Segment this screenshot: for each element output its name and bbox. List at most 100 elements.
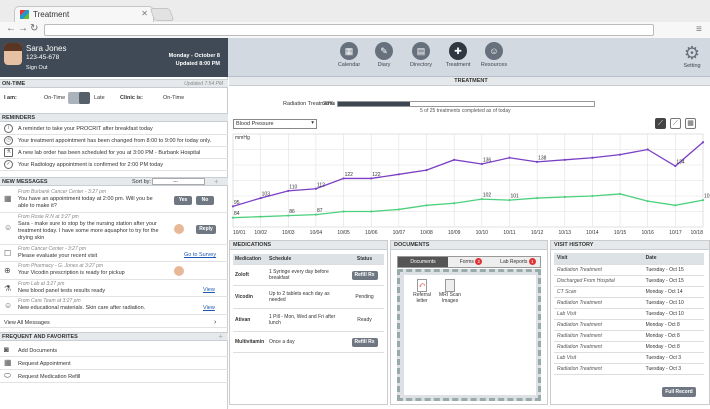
back-icon[interactable]: ← [6,23,16,34]
nav-directory[interactable]: ▤ Directory [401,42,441,68]
add-icon[interactable]: + [218,332,223,341]
view-link[interactable]: View [203,287,215,293]
table-row[interactable]: Radiation Treatment Monday - Oct 8 [554,330,704,342]
metric-select[interactable]: Blood Pressure ▾ [233,119,317,129]
reminder-item[interactable]: ◷ Your treatment appointment has been cha… [0,135,228,147]
nav-diary[interactable]: ✎ Diary [364,42,404,68]
pencil-icon: ✎ [375,42,393,60]
reminder-item[interactable]: i A reminder to take your PROCRIT after b… [0,123,228,135]
data-point [674,204,677,207]
patient-panel: Sara Jones 123-45-678 Sign Out Monday - … [0,38,228,77]
tab-documents[interactable]: Documents [398,257,448,267]
message-item[interactable]: ☺ From Rosie R.N at 3:27 pm Sara - make … [0,213,228,245]
message-from: From Burbank Cancer Center - 3:27 pm [18,189,107,195]
reload-icon[interactable]: ↻ [30,23,39,34]
no-button[interactable]: No [196,196,214,205]
plus-icon: ✚ [449,42,467,60]
medication-name: Ativan [233,308,267,332]
document-dropzone[interactable]: ⤺ Referral letter MRI Scan Images [397,269,541,401]
data-point [231,216,235,219]
x-tick-label: 10/02 [254,230,267,236]
yes-button[interactable]: Yes [174,196,192,205]
area-chart-icon[interactable]: ⟋ [670,118,681,129]
data-point [425,169,428,172]
patient-id: 123-45-678 [26,54,60,61]
refill-button[interactable]: Refill Rx [351,270,378,280]
visit-date: Tuesday - Oct 15 [642,275,704,287]
message-item[interactable]: ☐ From Cancer Center - 3:27 pm Please ev… [0,245,228,262]
data-point [536,196,539,200]
message-item[interactable]: ☺ From Care Team at 3:27 pm New educatio… [0,297,228,315]
full-record-button[interactable]: Full Record [662,387,696,397]
data-point [314,213,318,216]
data-point [563,195,566,199]
table-row[interactable]: Radiation Treatment Tuesday - Oct 10 [554,297,704,309]
table-row[interactable]: CT Scan Monday - Oct 14 [554,286,704,298]
add-documents-item[interactable]: ◙ Add Documents [0,344,228,357]
data-point [397,208,400,211]
table-row[interactable]: Lab Visit Tuesday - Oct 10 [554,308,704,320]
file-name: Referral letter [413,292,431,304]
request-appointment-item[interactable]: ▦ Request Appointment [0,357,228,370]
line-chart-icon[interactable]: ⟋ [655,118,666,129]
sort-select[interactable]: --- [152,178,205,185]
table-view-icon[interactable]: ▦ [685,118,696,129]
data-point [370,177,373,180]
table-row[interactable]: Radiation Treatment Tuesday - Oct 15 [554,264,704,276]
survey-link[interactable]: Go to Survey [184,252,217,258]
table-row[interactable]: Radiation Treatment Monday - Oct 8 [554,319,704,331]
late-option[interactable]: Late [94,95,105,101]
message-text: You have an appointment today at 2:00 pm… [18,196,153,209]
url-bar[interactable] [44,24,654,36]
reminder-item[interactable]: ✓ Your Radiology appointment is confirmed… [0,159,228,171]
avatar [174,224,184,234]
visit-history-table: Visit Date Radiation Treatment Tuesday - O… [554,253,704,375]
data-point [701,199,705,202]
ontime-option[interactable]: On-Time [44,95,66,101]
x-tick-label: 10/14 [586,230,599,236]
view-link[interactable]: View [203,305,215,311]
reply-button[interactable]: Reply [196,225,216,234]
browser-tab[interactable]: Treatment ✕ [14,6,154,22]
close-tab-icon[interactable]: ✕ [141,9,148,18]
nav-calendar[interactable]: ▦ Calendar [329,42,369,68]
nurse-icon: ☺ [4,223,13,232]
reminder-text: A reminder to take your PROCRIT after br… [18,126,153,132]
tab-lab-reports[interactable]: Lab Reports 1 [494,257,542,267]
refill-button[interactable]: Refill Rx [351,337,378,347]
new-tab-button[interactable] [149,8,175,21]
data-label: 112 [317,182,325,188]
ontime-toggle[interactable] [68,92,90,104]
data-label: 102 [483,193,492,199]
section-title: TREATMENT [454,78,488,84]
message-item[interactable]: ⚗ From Lab at 3:27 pm New blood panel te… [0,280,228,297]
test-tube-icon: ⚗ [4,284,12,293]
setting-button[interactable]: ⚙ Setting [678,44,706,70]
nav-resources[interactable]: ☺ Resources [474,42,514,68]
view-all-messages[interactable]: View All Messages › [0,318,228,328]
table-row: Zoloft 1 Syringe every day before breakf… [233,264,384,286]
message-item[interactable]: ⊕ From Pharmacy - G. Jones at 3:27 pm Yo… [0,262,228,280]
file-item[interactable]: ⤺ Referral letter [410,279,434,304]
nav-treatment[interactable]: ✚ Treatment [438,42,478,68]
visit-type: Lab Visit [554,308,643,320]
reminder-item[interactable]: ⚗ A new lab order has been scheduled for … [0,147,228,159]
table-row[interactable]: Discharged From Hospital Tuesday - Oct 15 [554,275,704,287]
forward-icon[interactable]: → [18,23,28,34]
visit-date: Monday - Oct 8 [642,330,704,342]
table-row[interactable]: Radiation Treatment Monday - Oct 8 [554,341,704,353]
view-all-label: View All Messages [4,320,50,326]
message-item[interactable]: ▦ From Burbank Cancer Center - 3:27 pm Y… [0,188,228,213]
series-line [232,141,704,207]
table-row[interactable]: Radiation Treatment Tuesday - Oct 3 [554,363,704,375]
menu-icon[interactable]: ≡ [696,24,702,35]
tab-forms[interactable]: Forms 2 [448,257,494,267]
pill-icon: ⬭ [4,371,11,380]
x-tick-label: 10/11 [503,230,515,236]
data-point [674,164,677,168]
sign-out-link[interactable]: Sign Out [26,65,48,71]
table-row[interactable]: Lab Visit Tuesday - Oct 3 [554,352,704,364]
add-icon[interactable]: + [214,177,219,186]
request-refill-item[interactable]: ⬭ Request Medication Refill [0,370,228,383]
file-item[interactable]: MRI Scan Images [438,279,462,304]
